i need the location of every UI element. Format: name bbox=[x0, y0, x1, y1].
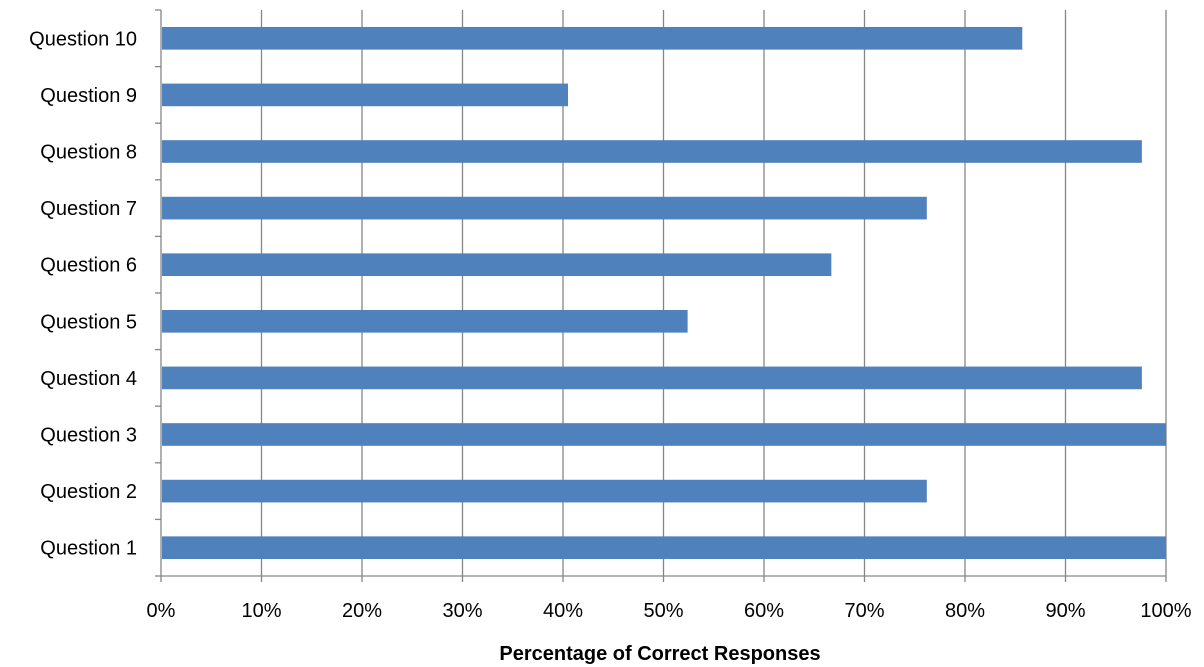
category-label: Question 8 bbox=[40, 142, 137, 164]
bar bbox=[162, 366, 1142, 390]
axes bbox=[155, 9, 1167, 582]
x-tick-label: 90% bbox=[1045, 600, 1085, 622]
category-labels: Question 1 Question 2 Question 3 Question 4… bbox=[29, 28, 137, 559]
bar bbox=[162, 26, 1023, 50]
x-tick-label: 100% bbox=[1140, 600, 1191, 622]
category-label: Question 5 bbox=[40, 311, 137, 333]
bar bbox=[162, 196, 927, 220]
x-tick-label: 0% bbox=[147, 600, 176, 622]
x-tick-label: 60% bbox=[744, 600, 784, 622]
category-label: Question 9 bbox=[40, 85, 137, 107]
bar bbox=[162, 253, 832, 277]
x-tick-label: 70% bbox=[844, 600, 884, 622]
bar bbox=[162, 479, 927, 503]
category-label: Question 2 bbox=[40, 481, 137, 503]
tick-labels: 0% 10% 20% 30% 40% 50% 60% 70% 80% 90% 100% bbox=[147, 600, 1192, 622]
bar bbox=[162, 140, 1142, 163]
category-label: Question 1 bbox=[40, 538, 137, 560]
category-label: Question 3 bbox=[40, 425, 137, 447]
x-axis-title: Percentage of Correct Responses bbox=[499, 643, 820, 665]
category-label: Question 10 bbox=[29, 28, 137, 50]
x-tick-label: 10% bbox=[241, 600, 281, 622]
category-label: Question 6 bbox=[40, 255, 137, 277]
category-label: Question 7 bbox=[40, 198, 137, 220]
x-tick-label: 20% bbox=[342, 600, 382, 622]
category-label: Question 4 bbox=[40, 368, 137, 390]
x-tick-label: 50% bbox=[643, 600, 683, 622]
bar bbox=[162, 536, 1166, 560]
bar bbox=[162, 309, 688, 333]
x-tick-label: 30% bbox=[442, 600, 482, 622]
x-tick-label: 40% bbox=[543, 600, 583, 622]
bar bbox=[162, 423, 1166, 446]
bar bbox=[162, 83, 569, 107]
x-tick-label: 80% bbox=[945, 600, 985, 622]
bars bbox=[162, 26, 1166, 560]
